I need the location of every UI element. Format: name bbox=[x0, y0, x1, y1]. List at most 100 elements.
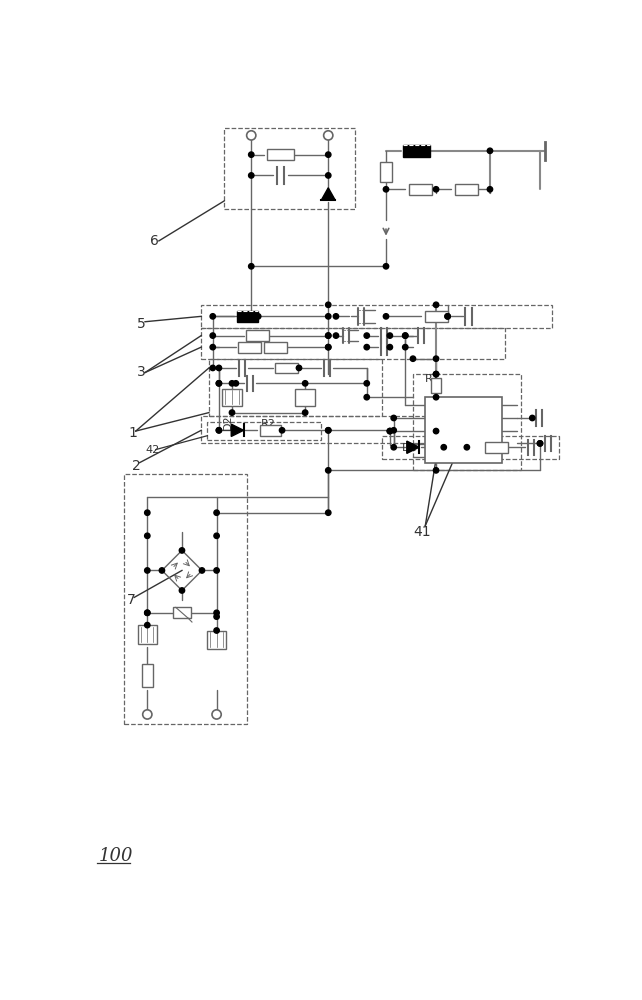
Circle shape bbox=[464, 445, 469, 450]
Circle shape bbox=[159, 568, 164, 573]
Bar bbox=[138, 625, 157, 644]
Circle shape bbox=[487, 148, 492, 153]
Bar bbox=[222, 389, 242, 406]
Circle shape bbox=[325, 510, 331, 515]
Circle shape bbox=[233, 381, 239, 386]
Circle shape bbox=[383, 187, 388, 192]
Circle shape bbox=[387, 344, 392, 350]
Circle shape bbox=[537, 441, 542, 446]
Circle shape bbox=[144, 610, 150, 615]
Polygon shape bbox=[407, 441, 419, 453]
Circle shape bbox=[247, 131, 256, 140]
Bar bbox=[413, 374, 521, 470]
Circle shape bbox=[441, 445, 446, 450]
Circle shape bbox=[487, 187, 492, 192]
Bar bbox=[275, 363, 299, 373]
Circle shape bbox=[214, 628, 220, 633]
Bar bbox=[201, 416, 459, 443]
Text: R3: R3 bbox=[486, 437, 501, 447]
Text: 41: 41 bbox=[413, 525, 431, 539]
Circle shape bbox=[216, 381, 221, 386]
Bar bbox=[173, 607, 191, 618]
Circle shape bbox=[212, 710, 221, 719]
Circle shape bbox=[279, 428, 285, 433]
Circle shape bbox=[325, 173, 331, 178]
Circle shape bbox=[210, 333, 216, 338]
Circle shape bbox=[537, 441, 542, 446]
Bar bbox=[224, 128, 355, 209]
Circle shape bbox=[433, 302, 438, 307]
Circle shape bbox=[144, 510, 150, 515]
Circle shape bbox=[403, 333, 408, 338]
Circle shape bbox=[248, 314, 254, 319]
Circle shape bbox=[248, 264, 254, 269]
Bar bbox=[246, 330, 269, 341]
Bar bbox=[295, 389, 315, 406]
Circle shape bbox=[144, 622, 150, 628]
Circle shape bbox=[433, 468, 438, 473]
Circle shape bbox=[433, 371, 438, 377]
Circle shape bbox=[229, 410, 235, 415]
Bar bbox=[260, 425, 281, 436]
Circle shape bbox=[410, 356, 415, 361]
Bar bbox=[207, 422, 320, 440]
Text: 100: 100 bbox=[99, 847, 134, 865]
Bar bbox=[455, 184, 478, 195]
Text: Q1: Q1 bbox=[438, 438, 453, 448]
Bar bbox=[124, 474, 247, 724]
Circle shape bbox=[325, 428, 331, 433]
Bar bbox=[403, 145, 430, 157]
Circle shape bbox=[325, 152, 331, 157]
Circle shape bbox=[144, 610, 150, 615]
Circle shape bbox=[216, 428, 221, 433]
Circle shape bbox=[333, 333, 338, 338]
Text: 1: 1 bbox=[128, 426, 137, 440]
Bar bbox=[201, 305, 551, 328]
Bar bbox=[237, 311, 258, 322]
Bar bbox=[409, 184, 432, 195]
Circle shape bbox=[325, 468, 331, 473]
Circle shape bbox=[433, 356, 438, 361]
Circle shape bbox=[214, 614, 220, 619]
Bar bbox=[424, 311, 447, 322]
Circle shape bbox=[199, 568, 205, 573]
Circle shape bbox=[391, 415, 396, 421]
Bar bbox=[380, 162, 392, 182]
Text: R1: R1 bbox=[424, 374, 439, 384]
Bar bbox=[382, 436, 459, 459]
Circle shape bbox=[364, 333, 369, 338]
Circle shape bbox=[216, 381, 221, 386]
Circle shape bbox=[214, 533, 220, 538]
Circle shape bbox=[364, 395, 369, 400]
Circle shape bbox=[403, 344, 408, 350]
Text: 5: 5 bbox=[137, 317, 146, 331]
Circle shape bbox=[179, 588, 185, 593]
Text: R2: R2 bbox=[261, 419, 276, 429]
Circle shape bbox=[364, 344, 369, 350]
Circle shape bbox=[530, 415, 535, 421]
Circle shape bbox=[325, 333, 331, 338]
Circle shape bbox=[364, 381, 369, 386]
Text: 7: 7 bbox=[126, 593, 135, 607]
Circle shape bbox=[333, 314, 338, 319]
Circle shape bbox=[256, 314, 261, 319]
Circle shape bbox=[387, 428, 392, 434]
Bar bbox=[424, 397, 501, 463]
Circle shape bbox=[325, 333, 331, 338]
Circle shape bbox=[391, 428, 396, 433]
Bar bbox=[431, 378, 442, 393]
Circle shape bbox=[433, 428, 438, 434]
Text: 3: 3 bbox=[137, 365, 146, 379]
Circle shape bbox=[144, 568, 150, 573]
Bar bbox=[209, 359, 382, 416]
Text: 2: 2 bbox=[132, 459, 141, 473]
Circle shape bbox=[214, 510, 220, 515]
Circle shape bbox=[210, 314, 216, 319]
Circle shape bbox=[229, 381, 235, 386]
Text: D1: D1 bbox=[401, 443, 417, 453]
Text: 6: 6 bbox=[150, 234, 159, 248]
Circle shape bbox=[179, 548, 185, 553]
Bar bbox=[459, 436, 559, 459]
Circle shape bbox=[302, 410, 308, 415]
Circle shape bbox=[210, 344, 216, 350]
